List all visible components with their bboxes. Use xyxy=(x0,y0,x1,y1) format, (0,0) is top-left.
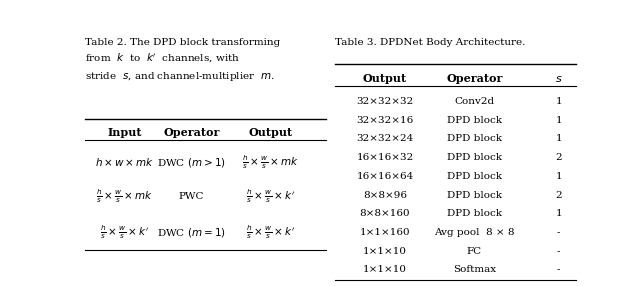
Text: DWC $(m = 1)$: DWC $(m = 1)$ xyxy=(157,226,226,239)
Text: DWC $(m > 1)$: DWC $(m > 1)$ xyxy=(157,156,226,168)
Text: DPD block: DPD block xyxy=(447,172,502,181)
Text: 32×32×16: 32×32×16 xyxy=(356,116,413,125)
Text: DPD block: DPD block xyxy=(447,190,502,200)
Text: 1: 1 xyxy=(556,134,562,143)
Text: 1×1×10: 1×1×10 xyxy=(363,265,407,275)
Text: 1×1×10: 1×1×10 xyxy=(363,247,407,256)
Text: 1: 1 xyxy=(556,97,562,106)
Text: 8×8×160: 8×8×160 xyxy=(360,209,410,218)
Text: Table 2. The DPD block transforming
from  $k$  to  $k'$  channels, with
stride  : Table 2. The DPD block transforming from… xyxy=(85,38,280,83)
Text: $\frac{h}{s} \times \frac{w}{s} \times k'$: $\frac{h}{s} \times \frac{w}{s} \times k… xyxy=(246,224,296,241)
Text: $s$: $s$ xyxy=(555,73,563,84)
Text: -: - xyxy=(557,228,561,237)
Text: 16×16×32: 16×16×32 xyxy=(356,153,413,162)
Text: 32×32×32: 32×32×32 xyxy=(356,97,413,106)
Text: -: - xyxy=(557,247,561,256)
Text: Avg pool  8 × 8: Avg pool 8 × 8 xyxy=(434,228,515,237)
Text: Operator: Operator xyxy=(163,127,220,138)
Text: Output: Output xyxy=(249,127,293,138)
Text: 2: 2 xyxy=(556,190,562,200)
Text: Output: Output xyxy=(363,73,407,84)
Text: DPD block: DPD block xyxy=(447,209,502,218)
Text: 1: 1 xyxy=(556,209,562,218)
Text: $\frac{h}{s} \times \frac{w}{s} \times k'$: $\frac{h}{s} \times \frac{w}{s} \times k… xyxy=(246,188,296,205)
Text: 16×16×64: 16×16×64 xyxy=(356,172,413,181)
Text: 1: 1 xyxy=(556,116,562,125)
Text: PWC: PWC xyxy=(179,192,204,201)
Text: DPD block: DPD block xyxy=(447,153,502,162)
Text: FC: FC xyxy=(467,247,482,256)
Text: $\frac{h}{s} \times \frac{w}{s} \times mk$: $\frac{h}{s} \times \frac{w}{s} \times m… xyxy=(243,154,300,170)
Text: Input: Input xyxy=(108,127,142,138)
Text: 2: 2 xyxy=(556,153,562,162)
Text: Softmax: Softmax xyxy=(452,265,496,275)
Text: DPD block: DPD block xyxy=(447,134,502,143)
Text: Operator: Operator xyxy=(446,73,502,84)
Text: $\frac{h}{s} \times \frac{w}{s} \times k'$: $\frac{h}{s} \times \frac{w}{s} \times k… xyxy=(100,224,149,241)
Text: 8×8×96: 8×8×96 xyxy=(363,190,407,200)
Text: DPD block: DPD block xyxy=(447,116,502,125)
Text: -: - xyxy=(557,265,561,275)
Text: $\frac{h}{s} \times \frac{w}{s} \times mk$: $\frac{h}{s} \times \frac{w}{s} \times m… xyxy=(96,188,153,205)
Text: 1: 1 xyxy=(556,172,562,181)
Text: 32×32×24: 32×32×24 xyxy=(356,134,413,143)
Text: 1×1×160: 1×1×160 xyxy=(360,228,410,237)
Text: Table 3. DPDNet Body Architecture.: Table 3. DPDNet Body Architecture. xyxy=(335,38,526,47)
Text: $h \times w \times mk$: $h \times w \times mk$ xyxy=(95,156,154,168)
Text: Conv2d: Conv2d xyxy=(454,97,494,106)
